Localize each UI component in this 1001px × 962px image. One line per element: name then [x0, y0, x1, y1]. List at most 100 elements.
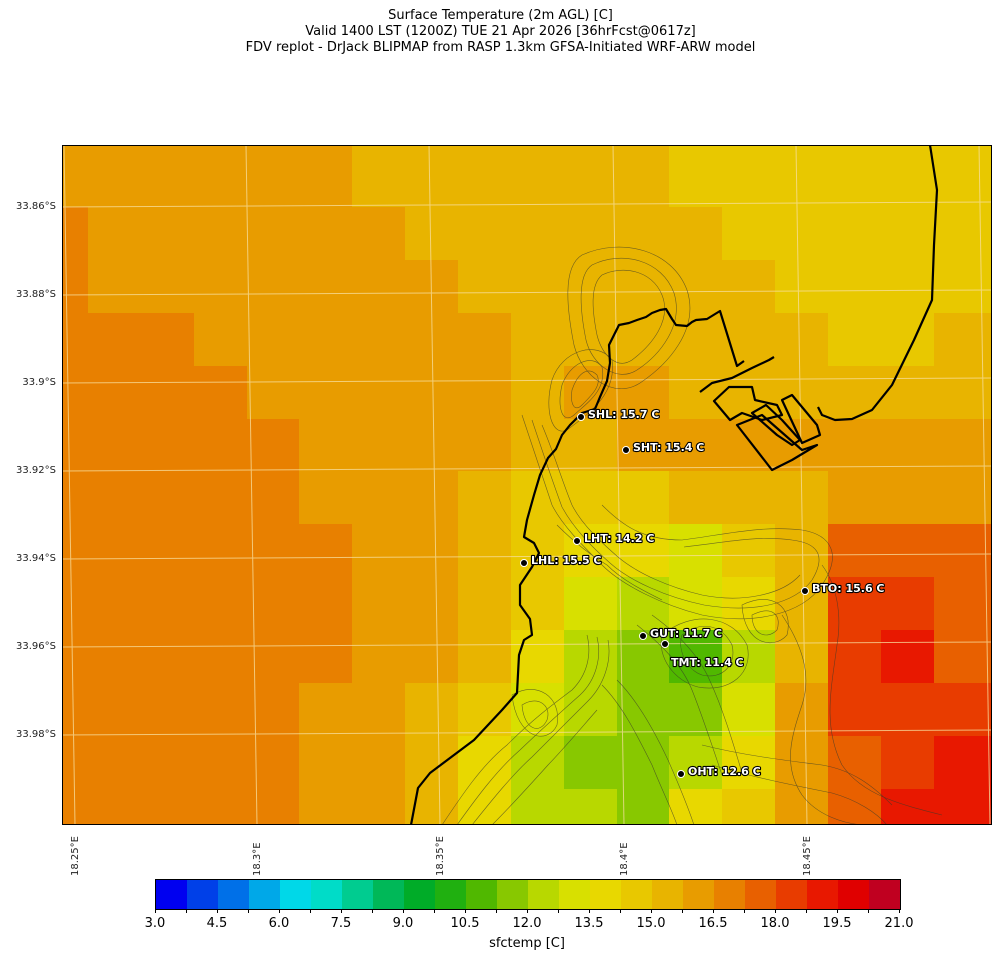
map-canvas: SHL: 15.7 C SHT: 15.4 C LHT: 14.2 C LHL: 15… — [62, 145, 992, 825]
grid-cell — [775, 313, 829, 367]
grid-cell — [194, 524, 248, 578]
grid-cell — [617, 789, 670, 825]
grid-cell — [405, 471, 459, 525]
station-sht[interactable]: SHT: 15.4 C — [622, 440, 705, 455]
grid-cell — [405, 683, 459, 737]
grid-cell — [194, 789, 248, 825]
colorbar-segment — [342, 880, 373, 909]
station-gut[interactable]: GUT: 11.7 C — [639, 626, 723, 641]
grid-cell — [564, 260, 618, 314]
grid-cell — [141, 789, 195, 825]
colorbar-segment — [807, 880, 838, 909]
grid-cell — [934, 577, 992, 631]
station-shl[interactable]: SHL: 15.7 C — [577, 407, 661, 422]
station-oht[interactable]: OHT: 12.6 C — [677, 764, 762, 779]
grid-cell — [669, 789, 723, 825]
station-dot-icon — [622, 446, 630, 454]
colorbar-tick — [372, 909, 373, 913]
grid-cell — [881, 260, 935, 314]
longitude-tick-label: 18.4°E — [619, 842, 630, 876]
grid-cell — [352, 313, 406, 367]
grid-cell — [299, 736, 353, 790]
station-lhl[interactable]: LHL: 15.5 C — [520, 553, 603, 568]
colorbar-tick — [403, 909, 404, 913]
grid-cell — [405, 524, 459, 578]
grid-cell — [669, 313, 723, 367]
grid-cell — [722, 683, 776, 737]
grid-cell — [247, 736, 300, 790]
colorbar-segment — [187, 880, 218, 909]
station-label: GUT: 11.7 C — [650, 627, 722, 640]
colorbar-tick-label: 3.0 — [144, 916, 166, 931]
temperature-grid-cells — [62, 145, 992, 825]
colorbar-tick — [279, 909, 280, 913]
grid-cell — [617, 471, 670, 525]
grid-cell — [299, 145, 353, 208]
colorbar-segment — [869, 880, 900, 909]
colorbar-tick — [527, 909, 528, 913]
grid-cell — [617, 524, 670, 578]
colorbar-tick — [186, 909, 187, 913]
grid-cell — [775, 736, 829, 790]
grid-cell — [458, 471, 512, 525]
grid-cell — [247, 313, 300, 367]
grid-cell — [458, 313, 512, 367]
grid-cell — [458, 630, 512, 684]
longitude-tick-label: 18.45°E — [802, 836, 813, 876]
station-bto[interactable]: BTO: 15.6 C — [801, 581, 886, 596]
colorbar-segment — [590, 880, 621, 909]
grid-cell — [405, 630, 459, 684]
grid-cell — [458, 145, 512, 208]
grid-cell — [881, 207, 935, 261]
grid-cell — [352, 145, 406, 208]
grid-cell — [405, 366, 459, 420]
station-label: SHL: 15.7 C — [588, 408, 659, 421]
grid-cell — [247, 630, 300, 684]
grid-cell — [458, 260, 512, 314]
grid-cell — [617, 145, 670, 208]
grid-cell — [722, 471, 776, 525]
grid-cell — [458, 419, 512, 472]
grid-cell — [934, 736, 992, 790]
grid-cell — [458, 736, 512, 790]
grid-cell — [194, 577, 248, 631]
grid-cell — [722, 145, 776, 208]
colorbar-tick — [868, 909, 869, 913]
colorbar-tick — [713, 909, 714, 913]
grid-cell — [564, 736, 618, 790]
grid-cell — [247, 524, 300, 578]
grid-cell — [511, 145, 565, 208]
grid-cell — [299, 577, 353, 631]
station-dot-icon — [801, 587, 809, 595]
grid-cell — [299, 683, 353, 737]
grid-cell — [828, 736, 882, 790]
grid-cell — [722, 789, 776, 825]
temperature-map[interactable]: SHL: 15.7 C SHT: 15.4 C LHT: 14.2 C LHL: 15… — [62, 145, 992, 825]
grid-cell — [352, 736, 406, 790]
grid-cell — [934, 313, 992, 367]
grid-cell — [141, 419, 195, 472]
colorbar-tick — [155, 909, 156, 913]
grid-cell — [352, 683, 406, 737]
grid-cell — [247, 145, 300, 208]
colorbar-tick-label: 4.5 — [206, 916, 228, 931]
colorbar-segment — [683, 880, 714, 909]
grid-cell — [458, 577, 512, 631]
latitude-tick-label: 33.94°S — [16, 553, 56, 564]
grid-cell — [564, 577, 618, 631]
grid-cell — [828, 683, 882, 737]
grid-cell — [881, 524, 935, 578]
grid-cell — [247, 789, 300, 825]
colorbar-tick — [899, 909, 900, 913]
grid-cell — [564, 419, 618, 472]
grid-cell — [194, 630, 248, 684]
station-tmt[interactable]: TMT: 11.4 C — [661, 640, 745, 670]
grid-cell — [299, 366, 353, 420]
grid-cell — [352, 207, 406, 261]
grid-cell — [828, 630, 882, 684]
station-lht[interactable]: LHT: 14.2 C — [573, 531, 655, 546]
grid-cell — [669, 366, 723, 420]
grid-cell — [299, 471, 353, 525]
grid-cell — [934, 630, 992, 684]
grid-cell — [88, 313, 142, 367]
